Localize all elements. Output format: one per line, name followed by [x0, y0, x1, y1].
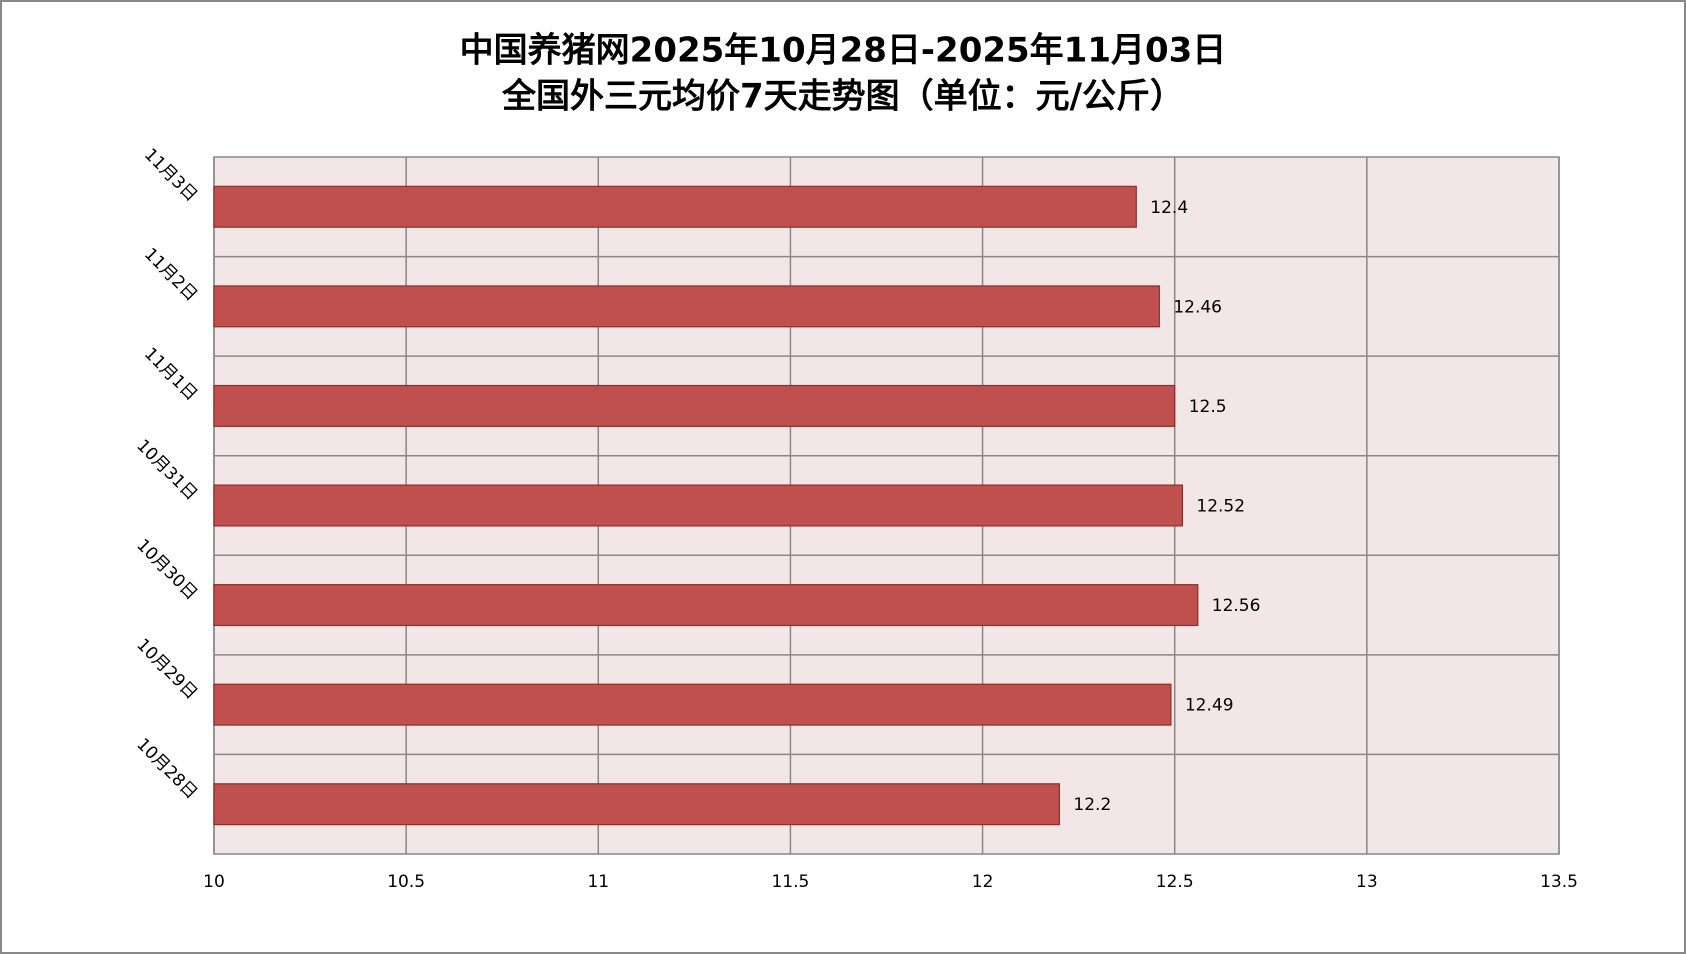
bar — [213, 783, 1061, 826]
x-tick-label: 13 — [1356, 872, 1378, 892]
bar — [213, 384, 1176, 427]
x-tick-label: 11.5 — [771, 872, 809, 892]
x-tick-label: 10.5 — [387, 872, 425, 892]
x-tick-label: 10 — [203, 872, 225, 892]
bar — [213, 185, 1137, 228]
data-label: 12.2 — [1073, 795, 1111, 815]
chart-title: 中国养猪网2025年10月28日-2025年11月03日 — [460, 31, 1227, 71]
data-label: 12.49 — [1185, 696, 1234, 716]
data-label: 12.56 — [1212, 596, 1261, 616]
bar — [213, 285, 1160, 328]
data-label: 12.5 — [1189, 397, 1227, 417]
x-tick-label: 12 — [972, 872, 994, 892]
bar — [213, 484, 1184, 527]
x-tick-label: 11 — [587, 872, 609, 892]
chart-subtitle: 全国外三元均价7天走势图（单位：元/公斤） — [501, 77, 1184, 117]
bar — [213, 683, 1172, 726]
bar — [213, 584, 1199, 627]
data-label: 12.52 — [1196, 497, 1245, 517]
x-tick-label: 12.5 — [1156, 872, 1194, 892]
data-label: 12.46 — [1173, 297, 1222, 317]
x-tick-label: 13.5 — [1540, 872, 1578, 892]
data-label: 12.4 — [1150, 198, 1188, 218]
